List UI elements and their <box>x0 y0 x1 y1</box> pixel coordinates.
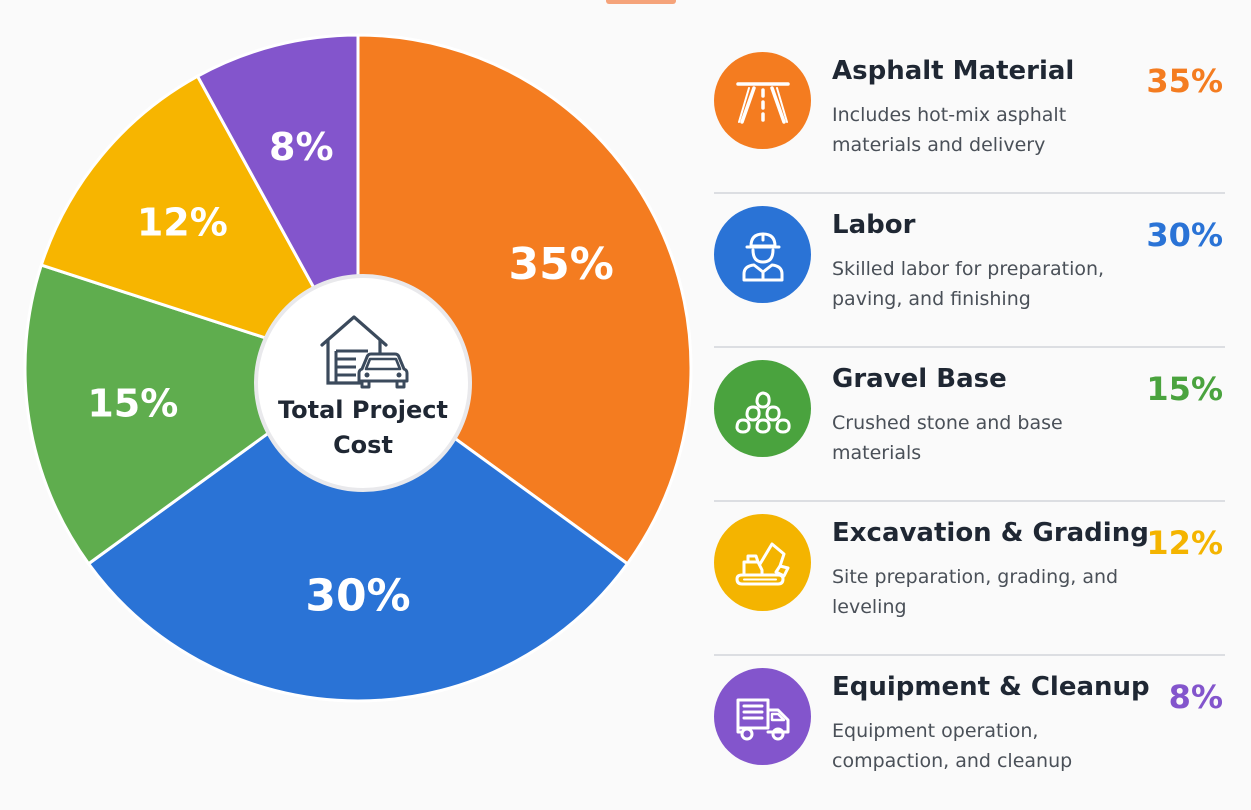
legend-description: Site preparation, grading, and leveling <box>832 566 1119 618</box>
worker-icon <box>714 206 811 303</box>
legend-item-excavation-grading: Excavation & Grading Site preparation, g… <box>712 502 1227 656</box>
legend-percent: 8% <box>1168 678 1223 716</box>
legend-title: Equipment & Cleanup <box>832 672 1150 702</box>
pie-slice-asphalt-material <box>356 33 693 566</box>
legend-title: Labor <box>832 210 916 240</box>
pie-chart: 35% 30% 15% 12% 8% Total Project Cost <box>23 33 693 703</box>
top-accent-bar <box>606 0 676 4</box>
slice-label: 35% <box>508 239 613 290</box>
garage-car-icon <box>320 315 409 389</box>
legend-divider <box>714 346 1225 348</box>
legend-description: Crushed stone and base materials <box>832 412 1063 464</box>
legend-item-asphalt-material: Asphalt Material Includes hot-mix asphal… <box>712 40 1227 194</box>
legend-item-gravel-base: Gravel Base Crushed stone and base mater… <box>712 348 1227 502</box>
legend-item-equipment-cleanup: Equipment & Cleanup Equipment operation,… <box>712 656 1227 810</box>
legend-percent: 35% <box>1146 62 1223 100</box>
slice-label: 12% <box>137 201 228 245</box>
legend-divider <box>714 192 1225 194</box>
legend-description: Includes hot-mix asphalt materials and d… <box>832 104 1067 156</box>
legend: Asphalt Material Includes hot-mix asphal… <box>712 40 1227 810</box>
slice-label: 15% <box>87 382 178 426</box>
legend-percent: 15% <box>1146 370 1223 408</box>
excavator-icon <box>714 514 811 611</box>
pie-slice-gravel-base <box>23 263 362 566</box>
center-label: Total Project Cost <box>254 283 472 483</box>
slice-label: 8% <box>269 125 334 169</box>
slice-label: 30% <box>305 571 410 622</box>
road-icon <box>714 52 811 149</box>
legend-description: Skilled labor for preparation, paving, a… <box>832 258 1105 310</box>
legend-title: Asphalt Material <box>832 56 1075 86</box>
legend-percent: 12% <box>1146 524 1223 562</box>
legend-title: Gravel Base <box>832 364 1007 394</box>
legend-divider <box>714 500 1225 502</box>
truck-icon <box>714 668 811 765</box>
legend-item-labor: Labor Skilled labor for preparation, pav… <box>712 194 1227 348</box>
pie-slice-excavation-grading <box>39 74 362 371</box>
legend-description: Equipment operation, compaction, and cle… <box>832 720 1073 772</box>
center-label-text: Total Project Cost <box>277 396 449 459</box>
legend-divider <box>714 654 1225 656</box>
legend-percent: 30% <box>1146 216 1223 254</box>
stones-icon <box>714 360 811 457</box>
legend-title: Excavation & Grading <box>832 518 1149 548</box>
pie-slice-labor <box>86 366 630 703</box>
